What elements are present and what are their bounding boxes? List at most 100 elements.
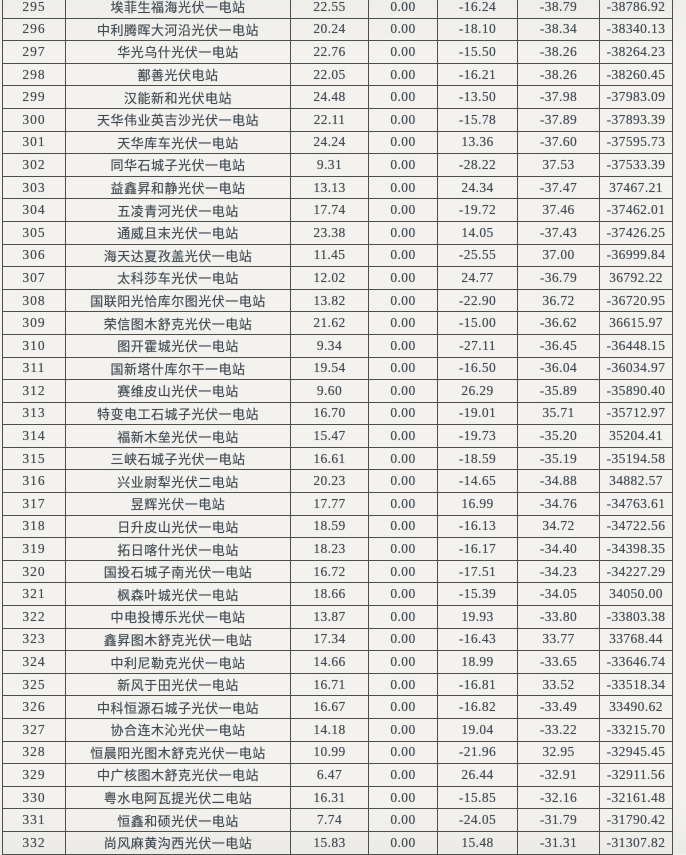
station-name-cell: 国联阳光恰库尔图光伏一电站 — [65, 288, 291, 313]
table-row: 309 荣信图木舒克光伏一电站 21.62 0.00 -15.00 -36.62 36615… — [2, 311, 673, 335]
value-5-cell: -36448.15 — [599, 333, 673, 358]
value-3-cell: -16.43 — [437, 627, 518, 652]
value-5-cell: -37462.01 — [599, 198, 673, 222]
table-row: 325 新风于田光伏一电站 16.71 0.00 -16.81 33.52 -33518.3… — [2, 672, 673, 697]
value-1-cell: 24.48 — [290, 85, 369, 109]
value-4-cell: -38.34 — [517, 17, 600, 42]
value-5-cell: -32161.48 — [599, 785, 673, 810]
value-4-cell: 37.00 — [517, 243, 600, 268]
value-4-cell: 36.72 — [517, 288, 600, 313]
value-2-cell: 0.00 — [368, 17, 438, 42]
value-1-cell: 22.11 — [290, 107, 369, 132]
value-2-cell: 0.00 — [368, 379, 438, 403]
value-1-cell: 16.71 — [290, 672, 369, 697]
station-name-cell: 荣信图木舒克光伏一电站 — [65, 311, 291, 335]
value-1-cell: 14.18 — [290, 718, 369, 742]
value-2-cell: 0.00 — [368, 830, 438, 855]
row-number-cell: 327 — [2, 718, 66, 742]
value-3-cell: 24.77 — [437, 266, 518, 290]
value-5-cell: -33803.38 — [599, 605, 673, 629]
station-name-cell: 中电投博乐光伏一电站 — [65, 605, 291, 629]
value-5-cell: -35712.97 — [599, 401, 673, 426]
value-2-cell: 0.00 — [368, 40, 438, 64]
value-3-cell: -18.10 — [437, 17, 518, 42]
value-2-cell: 0.00 — [368, 0, 438, 19]
value-2-cell: 0.00 — [368, 130, 438, 155]
table-row: 297 华光乌什光伏一电站 22.76 0.00 -15.50 -38.26 -38264.… — [2, 40, 673, 64]
value-1-cell: 10.99 — [290, 740, 369, 765]
value-1-cell: 13.87 — [290, 605, 369, 629]
value-5-cell: -37893.39 — [599, 107, 673, 132]
value-1-cell: 21.62 — [290, 311, 369, 335]
table-row: 311 国新塔什库尔干一电站 19.54 0.00 -16.50 -36.04 -36034… — [2, 356, 673, 381]
pv-station-table-body: 295 埃菲生福海光伏一电站 22.55 0.00 -16.24 -38.79 -38786… — [2, 0, 673, 855]
value-4-cell: -31.79 — [517, 808, 600, 832]
station-name-cell: 国投石城子南光伏一电站 — [65, 559, 291, 584]
value-4-cell: -37.43 — [517, 220, 600, 245]
row-number-cell: 315 — [2, 446, 66, 471]
value-5-cell: -33646.74 — [599, 650, 673, 674]
value-2-cell: 0.00 — [368, 288, 438, 313]
row-number-cell: 312 — [2, 379, 66, 403]
value-4-cell: -37.98 — [517, 85, 600, 109]
station-name-cell: 粤水电阿瓦提光伏二电站 — [65, 785, 291, 810]
value-3-cell: 14.05 — [437, 220, 518, 245]
value-2-cell: 0.00 — [368, 469, 438, 494]
value-2-cell: 0.00 — [368, 198, 438, 222]
table-row: 310 图开霍城光伏一电站 9.34 0.00 -27.11 -36.45 -36448.1… — [2, 333, 673, 358]
value-5-cell: -36999.84 — [599, 243, 673, 268]
value-1-cell: 16.61 — [290, 446, 369, 471]
value-1-cell: 15.83 — [290, 830, 369, 855]
row-number-cell: 299 — [2, 85, 66, 109]
value-3-cell: -22.90 — [437, 288, 518, 313]
value-5-cell: -32911.56 — [599, 763, 673, 787]
row-number-cell: 324 — [2, 650, 66, 674]
value-1-cell: 6.47 — [290, 763, 369, 787]
row-number-cell: 323 — [2, 627, 66, 652]
row-number-cell: 300 — [2, 107, 66, 132]
value-4-cell: -37.60 — [517, 130, 600, 155]
station-name-cell: 五凌青河光伏一电站 — [65, 198, 291, 222]
table-row: 322 中电投博乐光伏一电站 13.87 0.00 19.93 -33.80 -33803.… — [2, 605, 673, 629]
value-5-cell: -38260.45 — [599, 62, 673, 87]
value-3-cell: 18.99 — [437, 650, 518, 674]
table-row: 328 恒晨阳光图木舒克光伏一电站 10.99 0.00 -21.96 32.95 -329… — [2, 740, 673, 765]
value-4-cell: -33.49 — [517, 695, 600, 719]
table-row: 295 埃菲生福海光伏一电站 22.55 0.00 -16.24 -38.79 -38786… — [2, 0, 673, 19]
value-1-cell: 14.66 — [290, 650, 369, 674]
station-name-cell: 同华石城子光伏一电站 — [65, 153, 291, 177]
value-3-cell: -14.65 — [437, 469, 518, 494]
value-4-cell: -32.91 — [517, 763, 600, 787]
table-row: 324 中利尼勒克光伏一电站 14.66 0.00 18.99 -33.65 -33646.… — [2, 650, 673, 674]
row-number-cell: 330 — [2, 785, 66, 810]
value-4-cell: -36.04 — [517, 356, 600, 381]
value-5-cell: 33768.44 — [599, 627, 673, 652]
value-2-cell: 0.00 — [368, 695, 438, 719]
value-3-cell: -16.21 — [437, 62, 518, 87]
value-3-cell: -15.78 — [437, 107, 518, 132]
value-1-cell: 19.54 — [290, 356, 369, 381]
value-5-cell: -37426.25 — [599, 220, 673, 245]
row-number-cell: 325 — [2, 672, 66, 697]
table-row: 327 协合连木沁光伏一电站 14.18 0.00 19.04 -33.22 -33215.… — [2, 718, 673, 742]
station-name-cell: 拓日喀什光伏一电站 — [65, 537, 291, 561]
value-1-cell: 16.70 — [290, 401, 369, 426]
value-1-cell: 20.24 — [290, 17, 369, 42]
row-number-cell: 316 — [2, 469, 66, 494]
table-row: 319 拓日喀什光伏一电站 18.23 0.00 -16.17 -34.40 -34398.… — [2, 537, 673, 561]
value-3-cell: -19.72 — [437, 198, 518, 222]
value-2-cell: 0.00 — [368, 537, 438, 561]
value-2-cell: 0.00 — [368, 582, 438, 607]
station-name-cell: 枫森叶城光伏一电站 — [65, 582, 291, 607]
value-1-cell: 13.82 — [290, 288, 369, 313]
value-5-cell: -34227.29 — [599, 559, 673, 584]
station-name-cell: 汉能新和光伏电站 — [65, 85, 291, 109]
value-1-cell: 18.59 — [290, 514, 369, 539]
value-2-cell: 0.00 — [368, 333, 438, 358]
value-1-cell: 24.24 — [290, 130, 369, 155]
station-name-cell: 昱辉光伏一电站 — [65, 492, 291, 516]
value-5-cell: -38786.92 — [599, 0, 673, 19]
value-5-cell: 37467.21 — [599, 175, 673, 200]
value-1-cell: 15.47 — [290, 424, 369, 448]
